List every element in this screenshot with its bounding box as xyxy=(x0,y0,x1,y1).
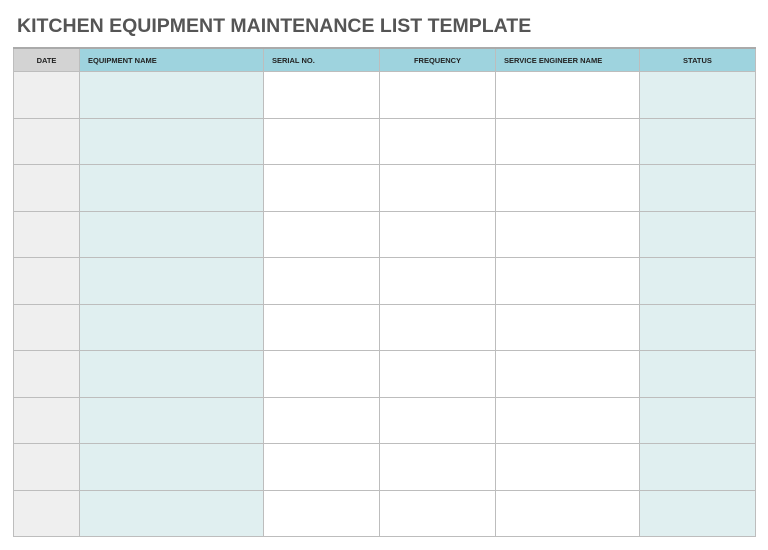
cell-service-engineer-name[interactable] xyxy=(495,443,640,491)
maintenance-table: DATE EQUIPMENT NAME SERIAL NO. FREQUENCY… xyxy=(13,47,756,537)
cell-equipment-name[interactable] xyxy=(79,210,264,258)
cell-status[interactable] xyxy=(639,71,756,119)
cell-frequency[interactable] xyxy=(379,257,496,305)
column-header-service-engineer-name: SERVICE ENGINEER NAME xyxy=(495,47,640,72)
cell-equipment-name[interactable] xyxy=(79,443,264,491)
cell-frequency[interactable] xyxy=(379,210,496,258)
table-row xyxy=(13,210,756,258)
cell-date[interactable] xyxy=(13,257,80,305)
table-row xyxy=(13,350,756,398)
cell-service-engineer-name[interactable] xyxy=(495,210,640,258)
table-row xyxy=(13,257,756,305)
cell-frequency[interactable] xyxy=(379,71,496,119)
cell-status[interactable] xyxy=(639,210,756,258)
cell-serial-no[interactable] xyxy=(263,350,380,398)
cell-service-engineer-name[interactable] xyxy=(495,303,640,351)
table-row xyxy=(13,396,756,444)
cell-date[interactable] xyxy=(13,164,80,212)
cell-status[interactable] xyxy=(639,350,756,398)
cell-serial-no[interactable] xyxy=(263,71,380,119)
cell-equipment-name[interactable] xyxy=(79,117,264,165)
cell-frequency[interactable] xyxy=(379,396,496,444)
cell-date[interactable] xyxy=(13,117,80,165)
cell-equipment-name[interactable] xyxy=(79,489,264,537)
column-header-serial-no: SERIAL NO. xyxy=(263,47,380,72)
cell-date[interactable] xyxy=(13,210,80,258)
cell-service-engineer-name[interactable] xyxy=(495,396,640,444)
cell-date[interactable] xyxy=(13,71,80,119)
cell-status[interactable] xyxy=(639,303,756,351)
cell-equipment-name[interactable] xyxy=(79,257,264,305)
cell-service-engineer-name[interactable] xyxy=(495,164,640,212)
cell-status[interactable] xyxy=(639,257,756,305)
cell-status[interactable] xyxy=(639,396,756,444)
cell-frequency[interactable] xyxy=(379,443,496,491)
table-row xyxy=(13,489,756,537)
table-row xyxy=(13,303,756,351)
table-row xyxy=(13,71,756,119)
cell-serial-no[interactable] xyxy=(263,396,380,444)
cell-serial-no[interactable] xyxy=(263,303,380,351)
column-header-equipment-name: EQUIPMENT NAME xyxy=(79,47,264,72)
cell-serial-no[interactable] xyxy=(263,257,380,305)
cell-equipment-name[interactable] xyxy=(79,350,264,398)
cell-equipment-name[interactable] xyxy=(79,303,264,351)
cell-status[interactable] xyxy=(639,489,756,537)
cell-service-engineer-name[interactable] xyxy=(495,257,640,305)
column-header-status: STATUS xyxy=(639,47,756,72)
table-row xyxy=(13,164,756,212)
column-header-frequency: FREQUENCY xyxy=(379,47,496,72)
cell-date[interactable] xyxy=(13,303,80,351)
cell-serial-no[interactable] xyxy=(263,210,380,258)
cell-status[interactable] xyxy=(639,117,756,165)
cell-serial-no[interactable] xyxy=(263,489,380,537)
cell-service-engineer-name[interactable] xyxy=(495,117,640,165)
cell-status[interactable] xyxy=(639,443,756,491)
cell-equipment-name[interactable] xyxy=(79,396,264,444)
cell-serial-no[interactable] xyxy=(263,443,380,491)
cell-frequency[interactable] xyxy=(379,117,496,165)
cell-frequency[interactable] xyxy=(379,489,496,537)
cell-serial-no[interactable] xyxy=(263,164,380,212)
cell-equipment-name[interactable] xyxy=(79,71,264,119)
cell-date[interactable] xyxy=(13,443,80,491)
cell-date[interactable] xyxy=(13,489,80,537)
cell-service-engineer-name[interactable] xyxy=(495,71,640,119)
cell-equipment-name[interactable] xyxy=(79,164,264,212)
cell-frequency[interactable] xyxy=(379,303,496,351)
cell-serial-no[interactable] xyxy=(263,117,380,165)
table-row xyxy=(13,443,756,491)
column-header-date: DATE xyxy=(13,47,80,72)
table-row xyxy=(13,117,756,165)
header-row: DATE EQUIPMENT NAME SERIAL NO. FREQUENCY… xyxy=(13,47,756,72)
cell-service-engineer-name[interactable] xyxy=(495,489,640,537)
cell-frequency[interactable] xyxy=(379,164,496,212)
cell-service-engineer-name[interactable] xyxy=(495,350,640,398)
cell-frequency[interactable] xyxy=(379,350,496,398)
cell-date[interactable] xyxy=(13,396,80,444)
cell-status[interactable] xyxy=(639,164,756,212)
cell-date[interactable] xyxy=(13,350,80,398)
page-title: KITCHEN EQUIPMENT MAINTENANCE LIST TEMPL… xyxy=(17,15,532,37)
